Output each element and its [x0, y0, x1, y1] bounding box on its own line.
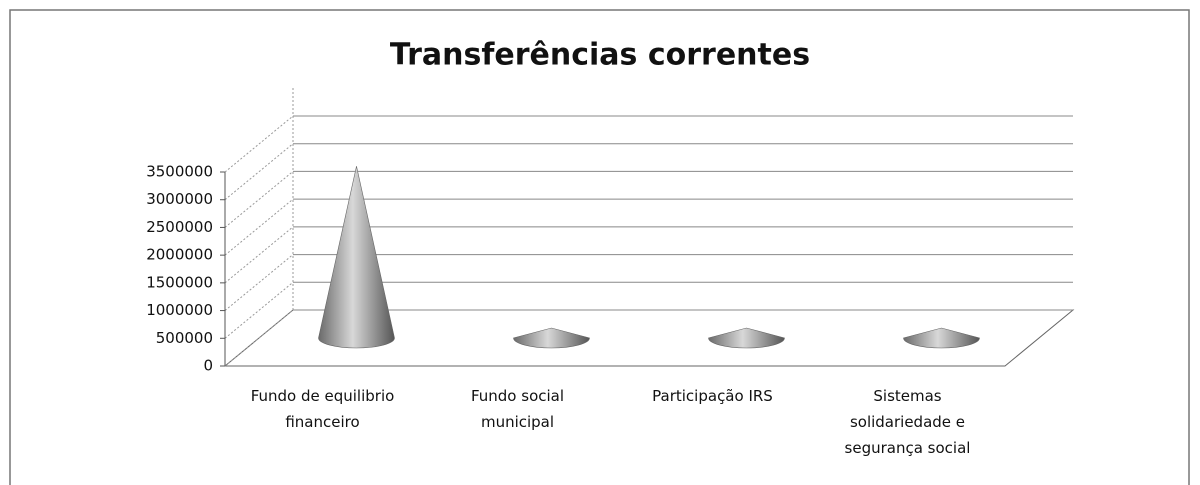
x-tick-label: Participação IRS — [652, 387, 773, 405]
y-tick-label: 2000000 — [146, 246, 213, 264]
grid-diagonal — [224, 198, 294, 256]
y-tick-label: 2500000 — [146, 218, 213, 236]
grid-diagonal — [224, 254, 294, 311]
grid-diagonal — [224, 171, 294, 228]
y-tick-label: 0 — [203, 357, 213, 375]
cone — [708, 327, 785, 349]
grid-diagonal — [224, 226, 294, 284]
y-tick-label: 500000 — [156, 329, 213, 347]
y-tick-label: 1000000 — [146, 301, 213, 319]
grid-diagonal — [224, 281, 294, 339]
cone — [513, 327, 590, 349]
x-tick-label: Fundo social municipal — [470, 387, 565, 431]
y-tick-label: 1500000 — [146, 273, 213, 291]
chart-title: Transferências correntes — [390, 38, 810, 73]
cone — [903, 327, 980, 349]
chart-frame — [9, 9, 1190, 485]
grid-diagonal — [224, 143, 294, 201]
y-tick-label: 3500000 — [146, 163, 213, 181]
x-tick-label: Fundo de equilibrio financeiro — [250, 387, 395, 431]
grid-diagonal — [224, 115, 294, 173]
grid-diagonal — [224, 309, 294, 367]
y-tick-label: 3000000 — [146, 190, 213, 208]
x-tick-label: Sistemas solidariedade e segurança socia… — [844, 387, 971, 457]
cone — [318, 166, 395, 349]
